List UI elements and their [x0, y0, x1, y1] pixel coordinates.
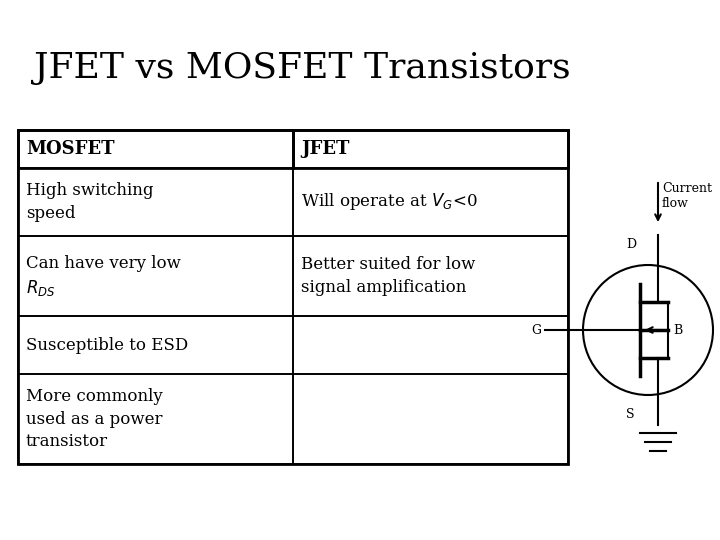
- Text: G: G: [531, 323, 541, 336]
- Text: Will operate at $V_G$<0: Will operate at $V_G$<0: [301, 192, 477, 213]
- Bar: [18, 130, 568, 464]
- Text: JFET: JFET: [301, 140, 349, 158]
- Bar: [293, 374, 568, 464]
- Text: Better suited for low
signal amplification: Better suited for low signal amplificati…: [301, 256, 475, 295]
- Bar: [18, 374, 293, 464]
- Bar: [293, 130, 568, 168]
- Text: Susceptible to ESD: Susceptible to ESD: [26, 336, 188, 354]
- Bar: [293, 316, 568, 374]
- Text: High switching
speed: High switching speed: [26, 183, 153, 221]
- Text: Current
flow: Current flow: [662, 182, 712, 210]
- Text: JFET vs MOSFET Transistors: JFET vs MOSFET Transistors: [34, 51, 571, 85]
- Text: S: S: [626, 408, 634, 422]
- Bar: [293, 168, 568, 236]
- Bar: [18, 168, 293, 236]
- Bar: [18, 236, 293, 316]
- Bar: [293, 236, 568, 316]
- Text: MOSFET: MOSFET: [26, 140, 114, 158]
- Text: D: D: [626, 239, 636, 252]
- Text: More commonly
used as a power
transistor: More commonly used as a power transistor: [26, 388, 163, 450]
- Bar: [18, 130, 293, 168]
- Text: Can have very low
$R_{DS}$: Can have very low $R_{DS}$: [26, 254, 181, 298]
- Bar: [18, 316, 293, 374]
- Text: B: B: [673, 323, 683, 336]
